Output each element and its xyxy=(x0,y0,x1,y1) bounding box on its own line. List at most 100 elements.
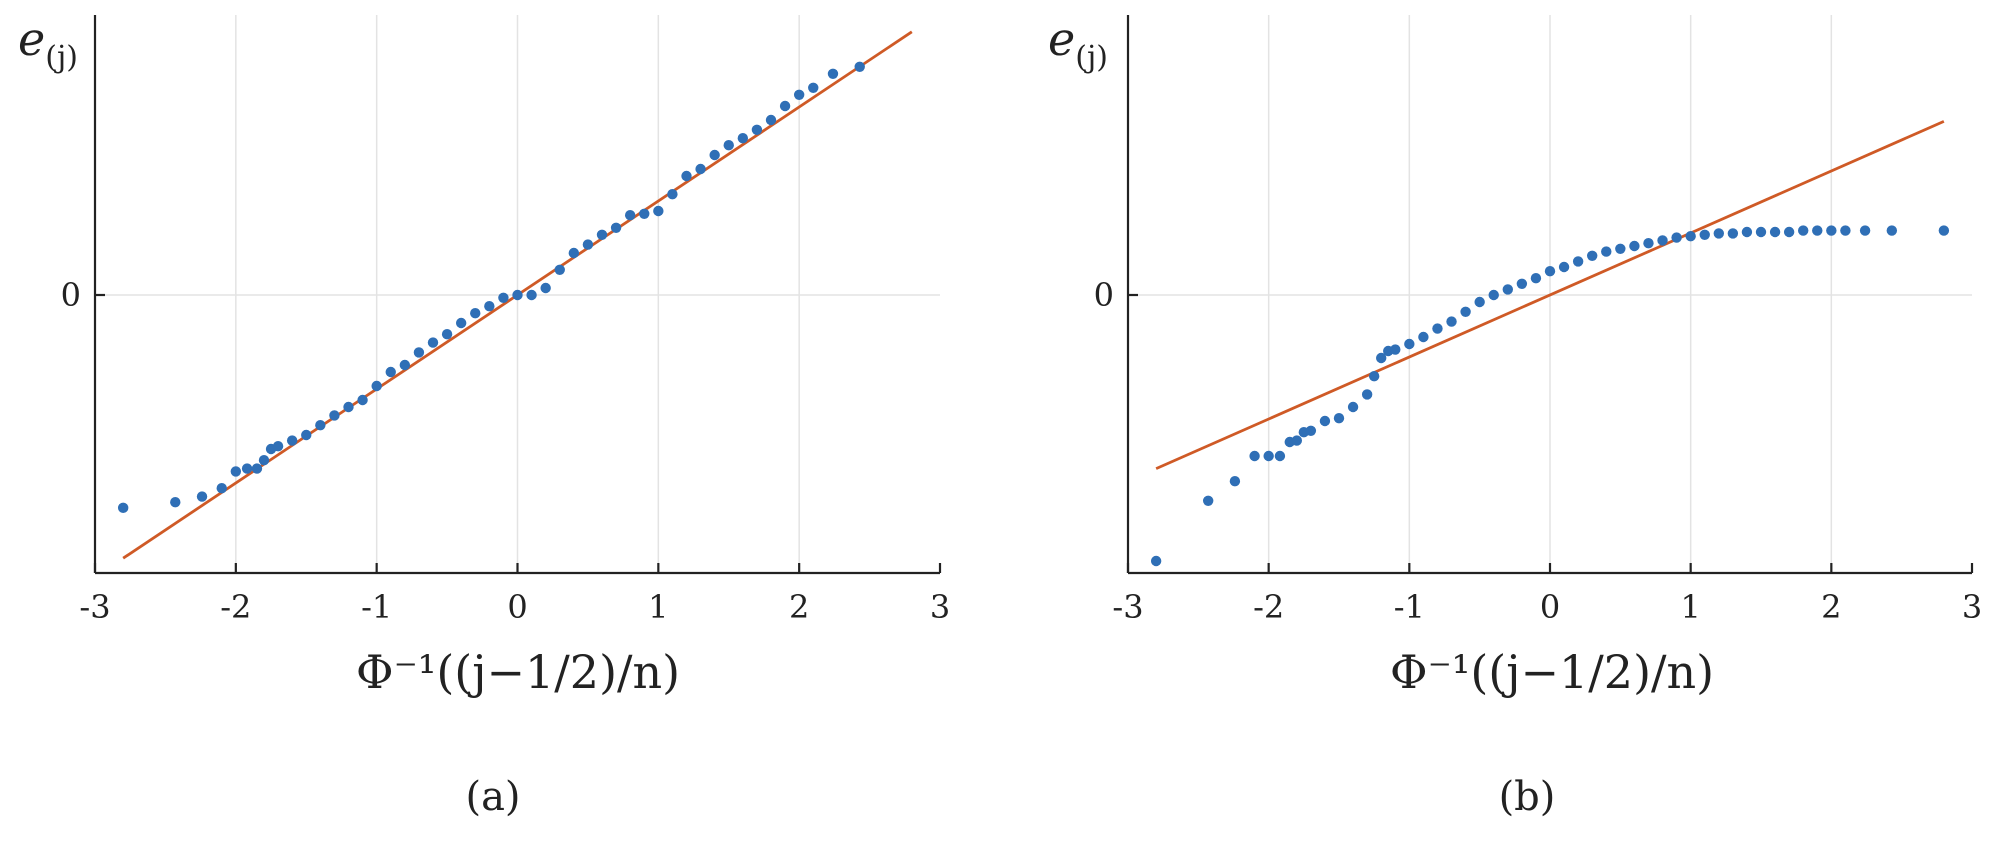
panel-a: -3 -2 -1 0 1 2 3 0 e(j) Φ⁻¹((j−1/2)/n) (a) xyxy=(18,12,950,820)
panel-b-data-point xyxy=(1488,289,1499,301)
panel-b-x-tick-label: 0 xyxy=(1540,588,1560,626)
panel-a-data-point xyxy=(196,491,208,502)
panel-a-data-point xyxy=(639,208,650,219)
panel-a-data-point xyxy=(751,124,763,135)
panel-a-data-point xyxy=(357,394,368,406)
panel-a-data-point xyxy=(854,61,865,72)
panel-a-data-point xyxy=(441,329,453,340)
panel-a-y-tick-label: 0 xyxy=(61,276,81,314)
panel-a-data-point xyxy=(251,463,263,474)
panel-a-x-tick-label: -1 xyxy=(361,588,392,626)
panel-a-points xyxy=(117,61,865,513)
panel-b-x-tick-label: -1 xyxy=(1394,588,1425,626)
panel-a-data-point xyxy=(526,289,537,301)
panel-a-data-point xyxy=(272,441,284,452)
panel-a-x-tick-label: 2 xyxy=(789,588,809,626)
panel-a-data-point xyxy=(554,264,565,275)
panel-b-y-label: e(j) xyxy=(1048,12,1108,75)
panel-a-data-point xyxy=(540,282,551,294)
panel-a-data-point xyxy=(301,429,312,441)
panel-b-data-point xyxy=(1319,415,1331,427)
panel-b-data-point xyxy=(1474,296,1485,308)
panel-a-data-point xyxy=(723,140,734,151)
panel-a-data-point xyxy=(793,89,805,101)
panel-b-data-point xyxy=(1572,256,1584,267)
panel-b-data-point xyxy=(1305,425,1317,436)
panel-a-data-point xyxy=(582,239,594,250)
panel-b-data-point xyxy=(1368,371,1380,382)
panel-a-data-point xyxy=(827,68,839,80)
panel-a-data-point xyxy=(765,114,777,126)
panel-b-data-point xyxy=(1685,231,1696,242)
panel-b-data-point xyxy=(1460,306,1471,317)
panel-b-y-label-subscript: (j) xyxy=(1075,40,1108,75)
panel-b-data-point xyxy=(1812,225,1823,236)
panel-a-data-point xyxy=(315,420,326,431)
panel-b-data-point xyxy=(1202,495,1214,506)
panel-b-x-tick-label: 3 xyxy=(1962,588,1982,626)
panel-b-ticks: -3 -2 -1 0 1 2 3 0 xyxy=(1094,276,1983,626)
panel-a-x-tick-label: 1 xyxy=(648,588,668,626)
panel-a-data-point xyxy=(596,229,608,240)
panel-b-data-point xyxy=(1516,278,1528,289)
panel-a-data-point xyxy=(568,247,580,259)
panel-a-data-point xyxy=(286,435,298,446)
panel-b-data-point xyxy=(1432,323,1443,334)
panel-a-data-point xyxy=(241,463,253,474)
panel-b-data-point xyxy=(1530,273,1542,284)
panel-b-x-tick-label: -2 xyxy=(1253,588,1284,626)
panel-b-data-point xyxy=(1601,246,1612,257)
panel-a-data-point xyxy=(385,366,396,378)
panel-b-data-point xyxy=(1615,243,1626,254)
panel-b-reference-line xyxy=(1155,120,1945,470)
panel-b-data-point xyxy=(1446,316,1457,327)
panel-a-data-point xyxy=(170,497,181,508)
panel-a-data-point xyxy=(230,466,242,477)
panel-b-data-point xyxy=(1404,338,1415,350)
panel-a-data-point xyxy=(498,292,509,303)
panel-b-grid xyxy=(1128,15,1972,573)
panel-b-x-tick-label: 1 xyxy=(1680,588,1700,626)
panel-b-x-tick-label: -3 xyxy=(1112,588,1143,626)
panel-b-data-point xyxy=(1544,266,1556,277)
panel-a-data-point xyxy=(117,502,129,513)
panel-b-data-point xyxy=(1741,226,1753,238)
panel-b-data-point xyxy=(1502,284,1514,295)
panel-a-data-point xyxy=(343,401,354,413)
panel-a-data-point xyxy=(709,149,720,161)
panel-b-data-point xyxy=(1657,235,1668,246)
panel-b-data-point xyxy=(1150,555,1162,567)
panel-a-data-point xyxy=(808,82,819,94)
panel-b-data-point xyxy=(1291,435,1303,446)
panel-a-x-tick-label: 3 xyxy=(930,588,950,626)
panel-b-data-point xyxy=(1629,240,1640,252)
panel-b-data-point xyxy=(1643,238,1654,249)
panel-b-data-point xyxy=(1390,344,1401,355)
panel-b-data-point xyxy=(1376,352,1387,364)
panel-a-data-point xyxy=(695,163,706,175)
panel-a-y-label: e(j) xyxy=(18,12,78,75)
panel-a-data-point xyxy=(329,410,340,421)
panel-b-data-point xyxy=(1826,225,1837,236)
panel-a-data-point xyxy=(258,455,270,466)
panel-b-data-point xyxy=(1558,261,1570,273)
panel-b-data-point xyxy=(1347,401,1359,413)
panel-a-x-label: Φ⁻¹((j−1/2)/n) xyxy=(356,645,680,699)
panel-b-data-point xyxy=(1333,413,1345,424)
panel-b-data-point xyxy=(1886,225,1898,236)
panel-b-y-tick-label: 0 xyxy=(1094,276,1114,314)
panel-b-data-point xyxy=(1274,450,1286,462)
panel-b-data-point xyxy=(1840,225,1851,236)
panel-b-data-point xyxy=(1229,476,1241,487)
panel-b-data-point xyxy=(1361,389,1373,400)
panel-a-data-point xyxy=(512,289,523,301)
panel-a-data-point xyxy=(427,337,439,348)
panel-a-data-point xyxy=(681,170,692,182)
panel-a-data-point xyxy=(667,189,678,200)
panel-a-y-label-subscript: (j) xyxy=(45,40,78,75)
panel-b-data-point xyxy=(1713,228,1725,239)
panel-b-x-label: Φ⁻¹((j−1/2)/n) xyxy=(1390,645,1714,699)
panel-a-ticks: -3 -2 -1 0 1 2 3 0 xyxy=(61,276,951,626)
panel-a-data-point xyxy=(624,210,636,221)
